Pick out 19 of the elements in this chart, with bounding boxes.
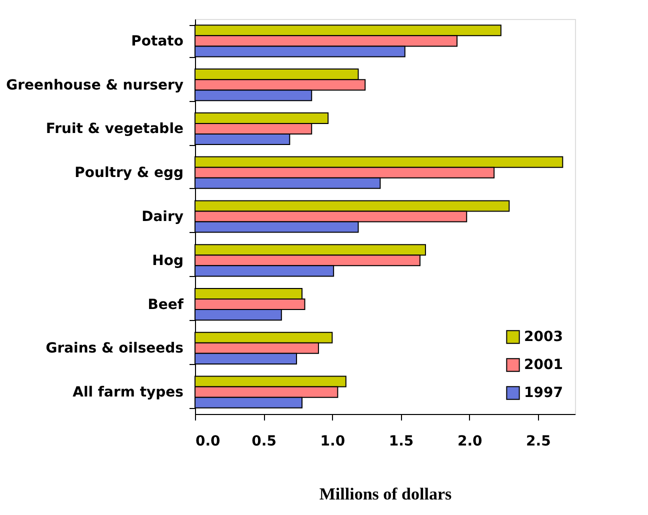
y-tick-label: Greenhouse & nursery	[6, 77, 184, 94]
x-tick-label: 1.5	[388, 434, 414, 450]
x-axis-title: Millions of dollars	[319, 484, 452, 504]
legend-label: 1997	[524, 385, 563, 401]
legend-label: 2003	[524, 329, 563, 345]
y-tick-label: Beef	[148, 296, 184, 313]
y-tick-label: Fruit & vegetable	[46, 121, 184, 138]
y-tick-label: Poultry & egg	[74, 165, 184, 182]
legend-label: 2001	[524, 357, 563, 373]
x-tick-label: 0.0	[196, 434, 221, 450]
y-tick-label: Hog	[152, 252, 184, 269]
x-tick-label: 0.5	[252, 434, 276, 450]
x-tick-label: 2.0	[457, 434, 483, 450]
x-tick-label: 1.0	[320, 434, 346, 450]
y-tick-label: All farm types	[72, 384, 184, 401]
y-tick-label: Potato	[131, 33, 184, 50]
x-tick-label: 2.5	[526, 434, 551, 450]
y-tick-label: Grains & oilseeds	[46, 340, 184, 357]
y-tick-label: Dairy	[142, 209, 184, 225]
